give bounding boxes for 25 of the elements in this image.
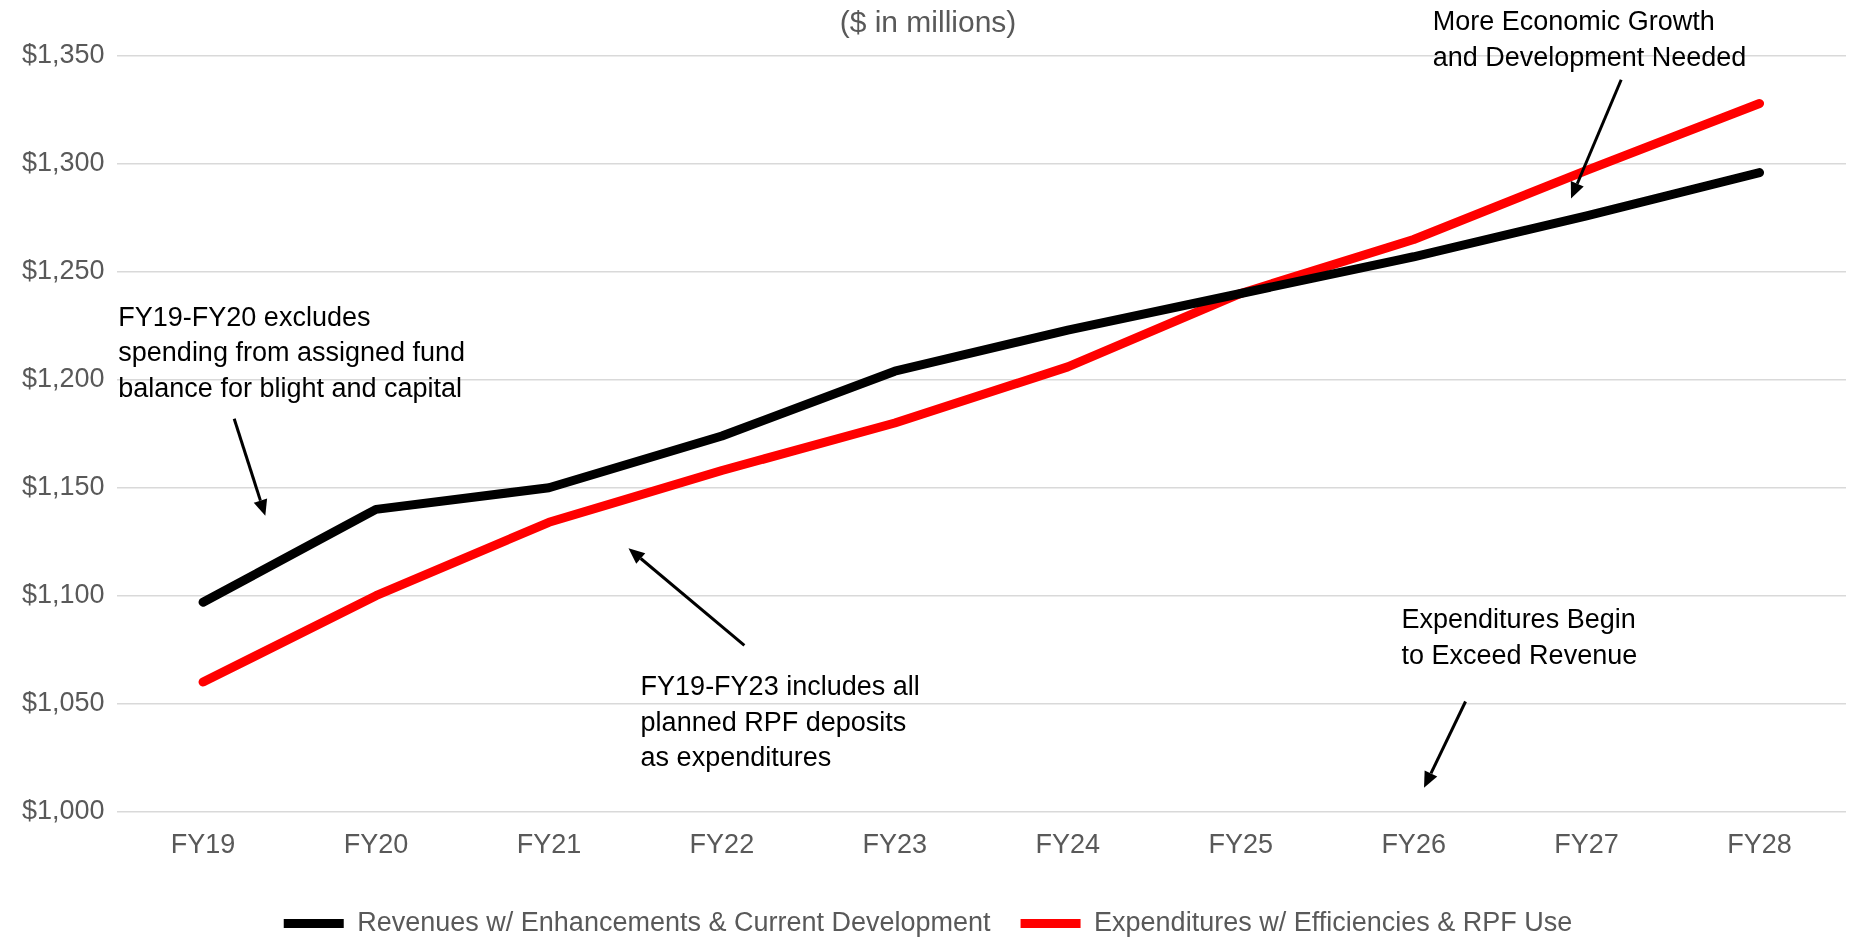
y-tick-label: $1,200 <box>21 363 105 394</box>
x-tick-label: FY19 <box>170 829 236 860</box>
y-tick-label: $1,250 <box>21 255 105 286</box>
x-tick-label: FY27 <box>1554 829 1619 860</box>
y-tick-label: $1,300 <box>21 147 105 178</box>
y-tick-label: $1,000 <box>21 795 105 826</box>
x-tick-label: FY20 <box>343 829 409 860</box>
y-tick-label: $1,050 <box>21 687 105 718</box>
x-tick-label: FY22 <box>689 829 755 860</box>
x-tick-label: FY24 <box>1035 829 1101 860</box>
x-tick-label: FY26 <box>1381 829 1446 860</box>
x-tick-label: FY21 <box>516 829 582 860</box>
annotation: FY19-FY20 excludes spending from assigned fund balance for blight and capital <box>118 301 466 404</box>
legend-label: Expenditures w/ Efficiencies & RPF Use <box>1094 906 1573 937</box>
legend-label: Revenues w/ Enhancements & Current Development <box>357 906 992 937</box>
x-tick-label: FY25 <box>1208 829 1273 860</box>
x-tick-label: FY28 <box>1727 829 1792 860</box>
y-tick-label: $1,350 <box>21 39 105 70</box>
y-tick-label: $1,150 <box>21 471 105 502</box>
annotation: More Economic Growth and Development Needed <box>1432 6 1747 72</box>
chart-title: ($ in millions) <box>839 5 1017 39</box>
x-tick-label: FY23 <box>862 829 928 860</box>
annotation: Expenditures Begin to Exceed Revenue <box>1401 604 1638 670</box>
y-tick-label: $1,100 <box>21 579 105 610</box>
annotation: FY19-FY23 includes all planned RPF deposits as expenditures <box>640 671 920 773</box>
